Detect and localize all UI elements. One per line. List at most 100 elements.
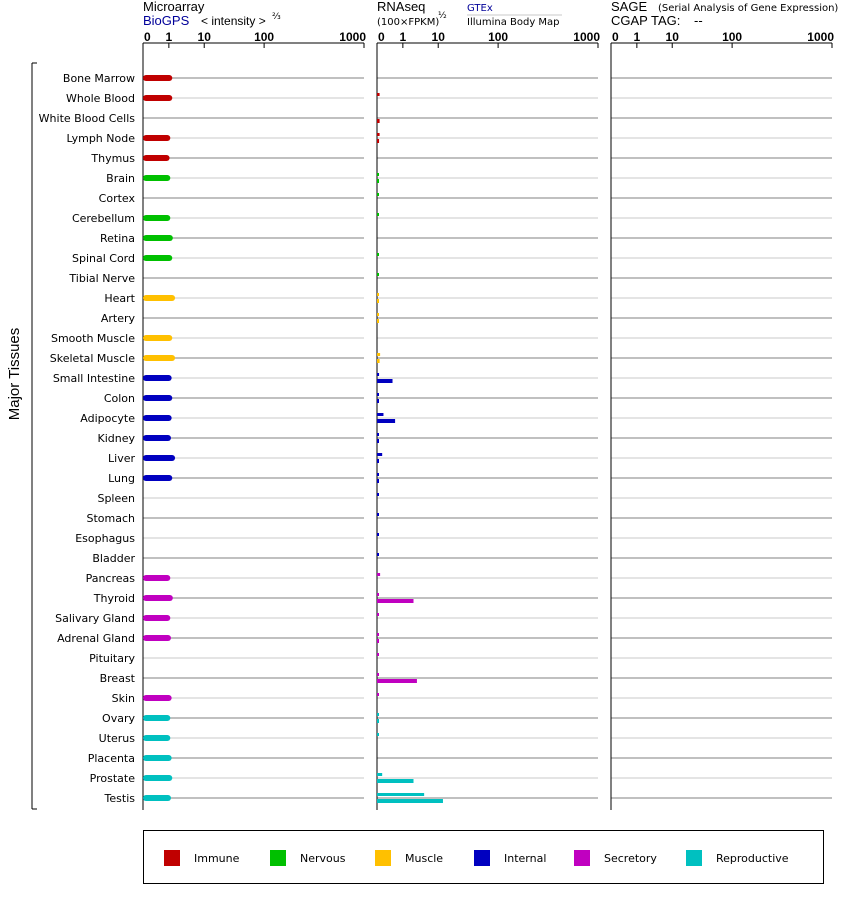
rnaseq-tick-label: 1000 xyxy=(573,30,600,44)
tissue-label: Retina xyxy=(100,232,135,245)
legend-label: Muscle xyxy=(405,851,444,865)
tissue-labels: Bone Marrow Whole Blood White Blood Cells L… xyxy=(39,72,136,805)
rnaseq-tick-label: 0 xyxy=(378,30,385,44)
illumina-bar xyxy=(377,799,443,803)
microarray-bar xyxy=(143,335,173,341)
sage-tick-label: 100 xyxy=(722,30,742,44)
gtex-source-label: GTEx xyxy=(467,3,493,14)
illumina-bar xyxy=(377,459,379,463)
tissue-label: Pituitary xyxy=(89,652,135,665)
tissue-label: Pancreas xyxy=(86,572,136,585)
microarray-bar xyxy=(143,755,172,761)
tissue-label: Stomach xyxy=(86,512,135,525)
microarray-bar xyxy=(143,415,172,421)
legend-item-immune: Immune xyxy=(164,849,239,867)
rnaseq-unit-label: (100×FPKM) xyxy=(377,17,439,28)
gtex-bar xyxy=(377,273,379,276)
legend-item-nervous: Nervous xyxy=(270,849,345,867)
illumina-bar xyxy=(377,639,379,643)
gtex-bar xyxy=(377,313,379,316)
microarray-bar xyxy=(143,455,176,461)
tissue-label: Placenta xyxy=(88,752,135,765)
gtex-bar xyxy=(377,513,379,516)
gtex-bar xyxy=(377,473,379,476)
microarray-bar xyxy=(143,155,170,161)
illumina-bar xyxy=(377,379,393,383)
microarray-bar xyxy=(143,95,173,101)
microarray-bar xyxy=(143,255,173,261)
microarray-title: Microarray xyxy=(143,0,205,14)
tissue-label: Ovary xyxy=(102,712,135,725)
tissue-label: Spinal Cord xyxy=(72,252,135,265)
microarray-bar xyxy=(143,355,176,361)
microarray-bar xyxy=(143,235,173,241)
illumina-bar xyxy=(377,679,417,683)
microarray-unit-exponent: ⅔ xyxy=(272,12,281,22)
microarray-bar xyxy=(143,595,173,601)
sage-tick-label: 1000 xyxy=(807,30,834,44)
legend-swatch xyxy=(164,850,180,866)
cgap-tag-value: -- xyxy=(694,13,703,28)
tissue-label: Bone Marrow xyxy=(63,72,135,85)
microarray-bar xyxy=(143,635,172,641)
gtex-bar xyxy=(377,433,379,436)
legend-item-secretory: Secretory xyxy=(574,849,657,867)
illumina-bar xyxy=(377,599,414,603)
sage-tick-label: 10 xyxy=(666,30,680,44)
microarray-bar xyxy=(143,295,176,301)
tissue-label: Small Intestine xyxy=(53,372,135,385)
tissue-label: Brain xyxy=(106,172,135,185)
gtex-bar xyxy=(377,693,379,696)
tissue-label: Smooth Muscle xyxy=(51,332,135,345)
tissue-label: Lung xyxy=(108,472,135,485)
illumina-bar xyxy=(377,299,379,303)
legend-label: Secretory xyxy=(604,851,657,865)
microarray-bar xyxy=(143,475,173,481)
microarray-bar xyxy=(143,175,171,181)
legend-swatch xyxy=(574,850,590,866)
microarray-bar xyxy=(143,75,173,81)
sage-tick-label: 1 xyxy=(634,30,641,44)
gtex-bar xyxy=(377,133,380,136)
gtex-bar xyxy=(377,173,379,176)
rnaseq-header: RNAseq (100×FPKM) ½ GTEx Illumina Body M… xyxy=(377,0,562,28)
gtex-bar xyxy=(377,533,379,536)
microarray-bar xyxy=(143,795,172,801)
rnaseq-title: RNAseq xyxy=(377,0,425,14)
illumina-bar xyxy=(377,359,380,363)
legend-swatch xyxy=(375,850,391,866)
microarray-bar xyxy=(143,375,172,381)
gtex-bar xyxy=(377,613,379,616)
tissue-label: Skeletal Muscle xyxy=(50,352,135,365)
rnaseq-tick-label: 100 xyxy=(488,30,508,44)
cgap-tag-label: CGAP TAG: xyxy=(611,13,680,28)
tissue-label: Thymus xyxy=(90,152,135,165)
gtex-bar xyxy=(377,393,379,396)
illumina-bar xyxy=(377,139,380,143)
gtex-bar xyxy=(377,353,381,356)
legend: Immune Nervous Muscle Internal Secretory Repr… xyxy=(143,830,824,884)
tissue-label: Adipocyte xyxy=(80,412,135,425)
sage-header: SAGE (Serial Analysis of Gene Expression… xyxy=(611,0,838,28)
legend-swatch xyxy=(270,850,286,866)
tissue-label: Uterus xyxy=(99,732,136,745)
rnaseq-tick-label: 1 xyxy=(400,30,407,44)
tissue-label: Whole Blood xyxy=(66,92,135,105)
tissue-label: Kidney xyxy=(97,432,135,445)
tissue-label: Liver xyxy=(108,452,135,465)
tissue-label: Adrenal Gland xyxy=(57,632,135,645)
gtex-bar xyxy=(377,793,425,796)
tissue-label: Esophagus xyxy=(75,532,135,545)
illumina-bar xyxy=(377,479,379,483)
tissue-label: Artery xyxy=(101,312,136,325)
microarray-bar xyxy=(143,695,172,701)
microarray-bar xyxy=(143,435,172,441)
tissue-label: Salivary Gland xyxy=(55,612,135,625)
microarray-tick-label: 10 xyxy=(198,30,212,44)
legend-label: Immune xyxy=(194,851,240,865)
legend-swatch xyxy=(686,850,702,866)
microarray-bar xyxy=(143,575,171,581)
legend-item-internal: Internal xyxy=(474,849,546,867)
tissue-label: Breast xyxy=(100,672,136,685)
